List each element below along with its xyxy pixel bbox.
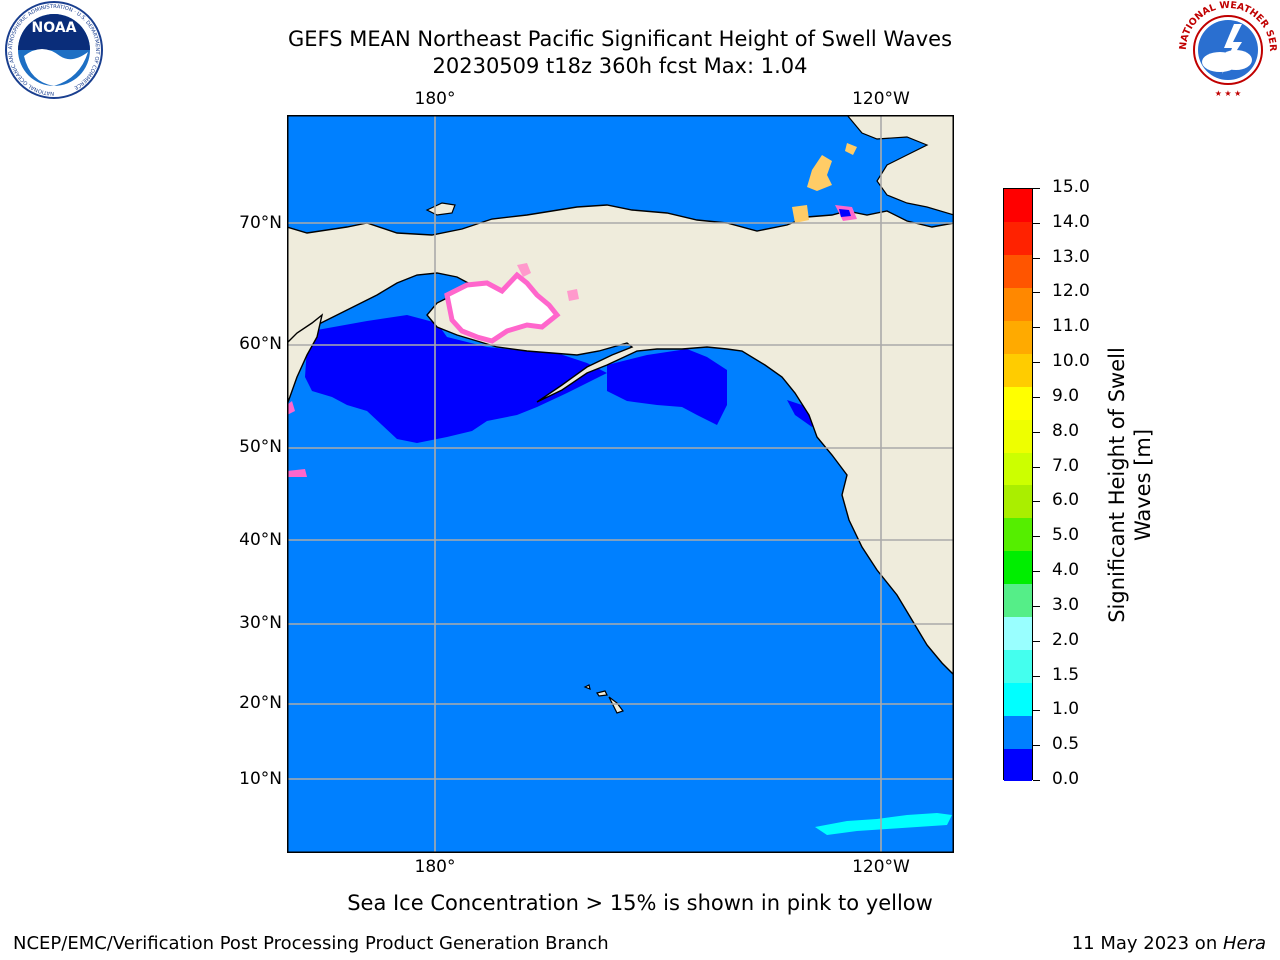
noaa-logo-text: NOAA bbox=[32, 20, 77, 36]
lat-label-30n: 30°N bbox=[239, 613, 282, 633]
colorbar-segment bbox=[1004, 748, 1032, 782]
colorbar-tick bbox=[1033, 780, 1040, 781]
colorbar-tick-label: 14.0 bbox=[1052, 211, 1090, 232]
sea-ice-arctic-low bbox=[839, 209, 851, 217]
lat-label-60n: 60°N bbox=[239, 334, 282, 354]
colorbar-tick bbox=[1033, 745, 1040, 747]
colorbar-segment bbox=[1004, 320, 1032, 354]
colorbar-segment bbox=[1004, 287, 1032, 322]
land-siberia bbox=[287, 115, 324, 406]
chart-subtitle: 20230509 t18z 360h fcst Max: 1.04 bbox=[432, 54, 808, 78]
colorbar-tick bbox=[1033, 362, 1040, 364]
lon-label-bottom-120w: 120°W bbox=[852, 857, 910, 877]
colorbar-segment bbox=[1004, 550, 1032, 585]
colorbar-segment bbox=[1004, 221, 1032, 256]
ocean-swell-1.0-1.5 bbox=[815, 813, 952, 835]
colorbar-tick-label: 1.5 bbox=[1052, 664, 1080, 685]
colorbar-tick-label: 5.0 bbox=[1052, 525, 1080, 546]
colorbar-tick-label: 0.5 bbox=[1052, 734, 1080, 755]
colorbar-tick bbox=[1033, 431, 1040, 433]
colorbar-tick-label: 13.0 bbox=[1052, 246, 1090, 267]
colorbar-tick-label: 3.0 bbox=[1052, 594, 1080, 615]
lat-label-20n: 20°N bbox=[239, 693, 282, 713]
footer-date: 11 May 2023 on Hera bbox=[1072, 933, 1266, 954]
colorbar-tick bbox=[1033, 396, 1040, 398]
sea-ice-arctic bbox=[792, 143, 857, 223]
colorbar-segment bbox=[1004, 254, 1032, 289]
colorbar-segment bbox=[1004, 715, 1032, 749]
colorbar-segment bbox=[1004, 583, 1032, 618]
colorbar-segment bbox=[1004, 353, 1032, 387]
colorbar bbox=[1003, 188, 1033, 782]
footer-credit: NCEP/EMC/Verification Post Processing Pr… bbox=[13, 933, 609, 954]
colorbar-segment bbox=[1004, 616, 1032, 650]
colorbar-tick bbox=[1033, 710, 1040, 712]
colorbar-tick bbox=[1033, 536, 1040, 538]
colorbar-segment bbox=[1004, 682, 1032, 716]
colorbar-tick bbox=[1033, 605, 1040, 607]
sea-ice-note: Sea Ice Concentration > 15% is shown in … bbox=[347, 891, 933, 915]
colorbar-tick-label: 10.0 bbox=[1052, 351, 1090, 372]
colorbar-axis-label-line2: Waves [m] bbox=[1131, 428, 1155, 542]
colorbar-tick-label: 7.0 bbox=[1052, 455, 1080, 476]
colorbar-tick bbox=[1033, 222, 1040, 224]
colorbar-tick-label: 6.0 bbox=[1052, 490, 1080, 511]
colorbar-tick bbox=[1033, 640, 1040, 642]
colorbar-tick-label: 1.0 bbox=[1052, 699, 1080, 720]
chart-title: GEFS MEAN Northeast Pacific Significant … bbox=[287, 27, 953, 51]
lat-label-70n: 70°N bbox=[239, 213, 282, 233]
colorbar-tick-label: 9.0 bbox=[1052, 385, 1080, 406]
colorbar-tick-label: 4.0 bbox=[1052, 560, 1080, 581]
noaa-logo: NOAA NATIONAL OCEANIC AND ATMOSPHERIC AD… bbox=[5, 1, 103, 99]
colorbar-tick bbox=[1033, 675, 1040, 677]
colorbar-tick bbox=[1033, 501, 1040, 503]
lat-label-50n: 50°N bbox=[239, 437, 282, 457]
colorbar-tick bbox=[1033, 571, 1040, 573]
colorbar-tick bbox=[1033, 257, 1040, 259]
colorbar-segment bbox=[1004, 517, 1032, 552]
lon-label-top-120w: 120°W bbox=[852, 89, 910, 109]
colorbar-segment bbox=[1004, 485, 1032, 519]
colorbar-tick-label: 15.0 bbox=[1052, 177, 1090, 197]
nws-stars: ★ ★ ★ bbox=[1215, 89, 1242, 98]
lon-label-top-180: 180° bbox=[414, 89, 456, 109]
footer-host: Hera bbox=[1222, 933, 1266, 954]
ocean-swell-0.0-0.5 bbox=[305, 315, 607, 443]
sea-ice-western-pacific bbox=[287, 401, 307, 477]
colorbar-axis-label-line1: Significant Height of Swell bbox=[1105, 347, 1129, 623]
colorbar-segment bbox=[1004, 452, 1032, 486]
lat-label-40n: 40°N bbox=[239, 530, 282, 550]
lon-label-bottom-180: 180° bbox=[414, 857, 456, 877]
colorbar-tick-label: 11.0 bbox=[1052, 316, 1090, 337]
ocean-swell-0.0-0.5-east bbox=[607, 349, 727, 425]
colorbar-tick-label: 8.0 bbox=[1052, 420, 1080, 441]
graticule bbox=[287, 115, 954, 853]
colorbar-tick bbox=[1033, 292, 1040, 294]
colorbar-tick bbox=[1033, 188, 1040, 189]
colorbar-tick-label: 12.0 bbox=[1052, 281, 1090, 302]
colorbar-segment bbox=[1004, 386, 1032, 420]
map bbox=[287, 115, 954, 853]
colorbar-segment bbox=[1004, 189, 1032, 223]
colorbar-tick bbox=[1033, 327, 1040, 329]
map-border bbox=[287, 115, 954, 853]
sea-ice-bering-edge bbox=[517, 263, 579, 301]
sea-ice-bering bbox=[444, 271, 561, 344]
lat-label-10n: 10°N bbox=[239, 769, 282, 789]
ocean-swell-0.0-0.5-coast bbox=[787, 400, 817, 427]
footer-date-text: 11 May 2023 on bbox=[1071, 933, 1223, 954]
colorbar-segment bbox=[1004, 419, 1032, 453]
colorbar-tick bbox=[1033, 466, 1040, 468]
colorbar-segment bbox=[1004, 649, 1032, 683]
colorbar-axis-label: Significant Height of Swell Waves [m] bbox=[1104, 347, 1156, 623]
colorbar-tick-label: 0.0 bbox=[1052, 769, 1080, 789]
land-arctic-islands bbox=[846, 115, 954, 216]
colorbar-tick-label: 2.0 bbox=[1052, 629, 1080, 650]
nws-logo: NATIONAL WEATHER SERVICE ★ ★ ★ bbox=[1176, 0, 1278, 98]
